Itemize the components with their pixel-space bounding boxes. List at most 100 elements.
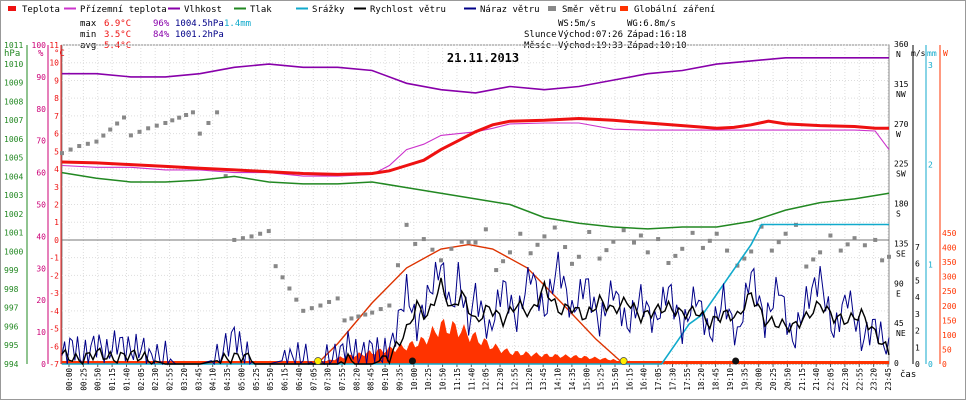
x-tick-label: 05:50 bbox=[266, 368, 275, 391]
wind-direction-point bbox=[301, 308, 306, 313]
x-tick-label: 22:05 bbox=[827, 368, 836, 391]
axis-tick-radiation: 150 bbox=[942, 316, 957, 325]
axis-tick-rain: 0 bbox=[928, 360, 933, 369]
axis-tick-hpa: 994 bbox=[4, 360, 19, 369]
wind-direction-point bbox=[587, 229, 592, 234]
x-tick-label: 19:10 bbox=[726, 368, 735, 391]
sun-marker bbox=[619, 357, 628, 365]
legend-label: Směr větru bbox=[562, 5, 616, 15]
legend-label: Náraz větru bbox=[480, 5, 540, 15]
axis-unit-percent: % bbox=[38, 49, 44, 59]
legend-label: Globální záření bbox=[634, 5, 715, 15]
wind-direction-point bbox=[68, 147, 73, 152]
wind-direction-point bbox=[638, 233, 643, 238]
wind-direction-point bbox=[154, 123, 159, 128]
axis-tick-percent: 50 bbox=[36, 201, 46, 210]
x-tick-label: 15:25 bbox=[597, 368, 606, 391]
x-tick-label: 07:30 bbox=[324, 368, 333, 391]
wind-direction-point bbox=[449, 246, 454, 251]
stat-label: max bbox=[80, 19, 97, 29]
axis-tick-direction: 315 bbox=[894, 80, 909, 89]
legend-label: Tlak bbox=[250, 5, 272, 15]
wind-direction-point bbox=[356, 314, 361, 319]
axis-tick-direction: 360 bbox=[894, 40, 909, 49]
axis-tick-percent: 40 bbox=[36, 232, 46, 241]
legend-item: Teplota bbox=[8, 5, 60, 15]
axis-tick-temperature: 8 bbox=[54, 94, 59, 103]
x-tick-label: 00:50 bbox=[94, 368, 103, 391]
axis-tick-radiation: 400 bbox=[942, 244, 957, 253]
radiation-baseline bbox=[62, 361, 889, 364]
wind-direction-point bbox=[501, 259, 506, 264]
wind-direction-point bbox=[115, 121, 120, 126]
axis-tick-temperature: -1 bbox=[49, 254, 59, 263]
axis-tick-direction-label: NE bbox=[896, 329, 906, 338]
axis-tick-temperature: -5 bbox=[49, 325, 59, 334]
legend-swatch bbox=[548, 6, 556, 11]
wind-direction-point bbox=[280, 275, 285, 280]
axis-tick-wind: 0 bbox=[915, 360, 920, 369]
moon-rise: Východ:19:33 bbox=[558, 41, 623, 51]
moon-set: Západ:10:10 bbox=[627, 41, 687, 51]
x-tick-label: 17:55 bbox=[683, 368, 692, 391]
wind-direction-point bbox=[146, 126, 151, 131]
legend-item: Rychlost větru bbox=[354, 5, 446, 15]
wind-direction-point bbox=[494, 268, 499, 273]
axis-tick-hpa: 1011 bbox=[4, 41, 23, 50]
wind-direction-point bbox=[845, 242, 850, 247]
x-tick-label: 10:00 bbox=[410, 368, 419, 391]
stat-temp: 3.5°C bbox=[104, 30, 131, 40]
legend-swatch bbox=[8, 6, 16, 11]
wind-direction-point bbox=[880, 258, 885, 263]
axis-tick-temperature: 9 bbox=[54, 76, 59, 85]
stats-panel: max 6.9°C 96% 1004.5hPa 1.4mm min 3.5°C 84% 1001… bbox=[80, 19, 687, 51]
stat-temp: 5.4°C bbox=[104, 41, 131, 51]
axis-tick-wind: 3 bbox=[915, 310, 920, 319]
series-wind-speed bbox=[61, 277, 890, 366]
wind-direction-point bbox=[611, 239, 616, 244]
axis-tick-percent: 70 bbox=[36, 137, 46, 146]
wind-direction-point bbox=[804, 264, 809, 269]
axis-tick-hpa: 1010 bbox=[4, 60, 23, 69]
axis-tick-temperature: -7 bbox=[49, 360, 59, 369]
legend-item: Srážky bbox=[296, 5, 345, 15]
wind-direction-point bbox=[184, 113, 189, 118]
x-tick-label: 12:55 bbox=[510, 368, 519, 391]
legend-label: Teplota bbox=[22, 5, 60, 15]
axis-tick-hpa: 999 bbox=[4, 266, 19, 275]
axis-tick-percent: 0 bbox=[41, 360, 46, 369]
wind-direction-point bbox=[542, 234, 547, 239]
wind-direction-point bbox=[60, 151, 64, 156]
wind-direction-point bbox=[349, 316, 354, 321]
moon-label: Měsíc bbox=[524, 41, 551, 51]
axis-tick-temperature: 0 bbox=[54, 236, 59, 245]
x-tick-label: 10:50 bbox=[439, 368, 448, 391]
wind-direction-point bbox=[873, 237, 878, 242]
sun-label: Slunce bbox=[524, 30, 557, 40]
axis-tick-direction: 180 bbox=[894, 200, 909, 209]
axis-tick-rain: 1 bbox=[928, 260, 933, 269]
wind-direction-point bbox=[170, 118, 175, 123]
wind-direction-point bbox=[413, 241, 418, 246]
x-tick-label: 23:20 bbox=[870, 368, 879, 391]
axis-tick-hpa: 1003 bbox=[4, 191, 23, 200]
wind-direction-point bbox=[77, 144, 82, 149]
x-tick-label: 21:40 bbox=[812, 368, 821, 391]
x-tick-label: 16:15 bbox=[625, 368, 634, 391]
stat-gust-max: WG:6.8m/s bbox=[627, 19, 676, 29]
legend-item: Globální záření bbox=[620, 5, 715, 15]
stat-pressure: 1004.5hPa bbox=[175, 19, 224, 29]
axis-tick-direction: 270 bbox=[894, 120, 909, 129]
x-tick-label: 04:35 bbox=[223, 368, 232, 391]
axis-tick-direction-label: W bbox=[896, 130, 901, 139]
wind-direction-point bbox=[887, 254, 891, 259]
axis-tick-temperature: 7 bbox=[54, 112, 59, 121]
wind-direction-point bbox=[838, 248, 843, 253]
x-axis: 00:00 00:25 00:50 01:15 01:40 02:05 02:30 02:55… bbox=[65, 364, 916, 391]
axis-tick-radiation: 50 bbox=[942, 345, 952, 354]
axis-tick-percent: 60 bbox=[36, 169, 46, 178]
stat-temp: 6.9°C bbox=[104, 19, 131, 29]
wind-direction-point bbox=[576, 254, 581, 259]
wind-direction-point bbox=[363, 312, 368, 317]
x-tick-label: 07:05 bbox=[309, 368, 318, 391]
